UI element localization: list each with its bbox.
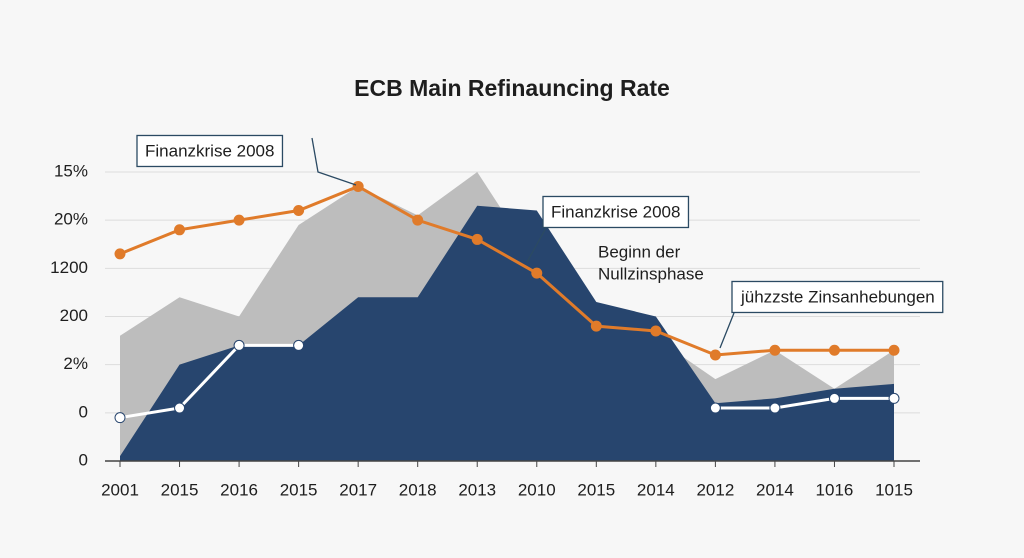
x-tick-label: 2010 [518,480,556,499]
x-tick-label: 2015 [577,480,615,499]
annotation-pointer [719,312,735,349]
annotation-text: Finanzkrise 2008 [551,202,680,221]
annotation: jühzzste Zinsanhebungen [719,280,944,349]
point [531,267,543,279]
annotation: Beginn der Nullzinsphase [598,242,704,283]
point [471,233,483,245]
point [233,339,245,351]
point [590,320,602,332]
annotation-text: jühzzste Zinsanhebungen [740,287,935,306]
x-tick-label: 2014 [756,480,794,499]
point [293,339,305,351]
annotation-box [731,280,944,314]
x-tick-label: 1015 [875,480,913,499]
annotation: Finanzkrise 2008 [136,134,357,186]
point [412,214,424,226]
x-tick-label: 2014 [637,480,675,499]
x-tick-label: 2012 [696,480,734,499]
x-tick-label: 2017 [339,480,377,499]
y-tick-label: 2% [63,354,88,373]
y-tick-label: 0 [79,402,88,421]
x-tick-label: 2018 [399,480,437,499]
line [119,184,894,357]
x-tick-label: 2015 [161,480,199,499]
point [828,344,840,356]
y-tick-label: 200 [60,306,88,325]
point [709,402,721,414]
point [888,344,900,356]
annotation-text: Finanzkrise 2008 [145,141,274,160]
point [769,344,781,356]
point [828,392,840,404]
chart-title: ECB Main Refinauncing Rate [354,75,670,101]
point [174,224,186,236]
y-tick-label: 20% [54,210,88,229]
area [120,205,894,461]
annotation-pointer [311,137,357,186]
point [233,214,245,226]
x-tick-label: 2013 [458,480,496,499]
annotation-box [136,134,284,168]
annotation-box [542,195,690,229]
annotation-pointer [526,227,547,263]
y-tick-label: 15% [54,161,88,180]
x-tick-label: 2016 [220,480,258,499]
annotation: Finanzkrise 2008 [526,195,690,263]
line [119,343,894,420]
point [174,402,186,414]
x-tick-label: 2015 [280,480,318,499]
point [650,325,662,337]
x-tick-label: 1016 [816,480,854,499]
x-tick-label: 2001 [101,480,139,499]
point [114,412,126,424]
point [769,402,781,414]
point [888,392,900,404]
y-tick-label: 1200 [50,258,88,277]
point [709,349,721,361]
annotation-text: Beginn der [598,242,681,261]
point [352,180,364,192]
annotation-text: Nullzinsphase [598,264,704,283]
point [293,205,305,217]
point [114,248,126,260]
y-tick-label: 0 [79,450,88,469]
